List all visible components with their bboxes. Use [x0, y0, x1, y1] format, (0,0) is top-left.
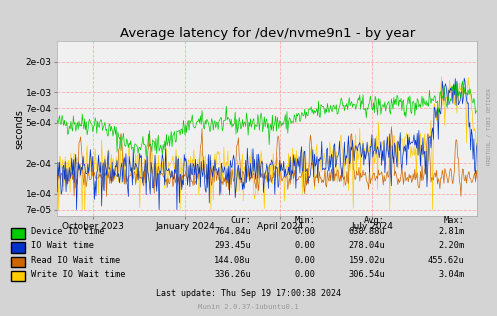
Text: 638.88u: 638.88u	[348, 227, 385, 236]
Text: 144.08u: 144.08u	[214, 256, 251, 264]
Text: 278.04u: 278.04u	[348, 241, 385, 250]
Text: Device IO time: Device IO time	[31, 227, 104, 236]
Text: 0.00: 0.00	[295, 241, 316, 250]
Text: 2.20m: 2.20m	[438, 241, 465, 250]
Text: 159.02u: 159.02u	[348, 256, 385, 264]
Text: Avg:: Avg:	[364, 216, 385, 225]
Text: IO Wait time: IO Wait time	[31, 241, 94, 250]
Text: Cur:: Cur:	[230, 216, 251, 225]
Text: 0.00: 0.00	[295, 256, 316, 264]
Text: Read IO Wait time: Read IO Wait time	[31, 256, 120, 264]
Text: RRDTOOL / TOBI OETIKER: RRDTOOL / TOBI OETIKER	[486, 88, 491, 165]
Text: 455.62u: 455.62u	[428, 256, 465, 264]
Y-axis label: seconds: seconds	[14, 109, 24, 149]
Text: 293.45u: 293.45u	[214, 241, 251, 250]
Text: Last update: Thu Sep 19 17:00:38 2024: Last update: Thu Sep 19 17:00:38 2024	[156, 289, 341, 298]
Text: 306.54u: 306.54u	[348, 270, 385, 279]
Text: 3.04m: 3.04m	[438, 270, 465, 279]
Text: 336.26u: 336.26u	[214, 270, 251, 279]
Title: Average latency for /dev/nvme9n1 - by year: Average latency for /dev/nvme9n1 - by ye…	[119, 27, 415, 40]
Text: Write IO Wait time: Write IO Wait time	[31, 270, 125, 279]
Text: 0.00: 0.00	[295, 227, 316, 236]
Text: Munin 2.0.37-1ubuntu0.1: Munin 2.0.37-1ubuntu0.1	[198, 304, 299, 310]
Text: Max:: Max:	[444, 216, 465, 225]
Text: Min:: Min:	[295, 216, 316, 225]
Text: 764.84u: 764.84u	[214, 227, 251, 236]
Text: 0.00: 0.00	[295, 270, 316, 279]
Text: 2.81m: 2.81m	[438, 227, 465, 236]
